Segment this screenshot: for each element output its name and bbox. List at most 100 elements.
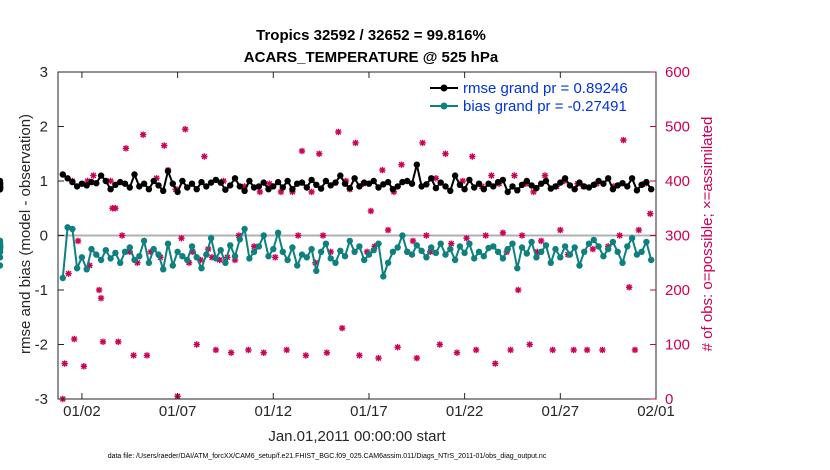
obs-count-marker [419,139,426,147]
rmse-point [121,180,129,187]
rmse-point [361,179,368,186]
obs-count-stroke [433,175,439,182]
obs-count-marker [549,346,556,354]
obs-count-marker [122,145,130,152]
obs-count-marker [338,324,346,332]
rmse-point [174,188,181,196]
obs-count-marker [507,346,514,354]
rmse-point [528,182,535,189]
obs-count-stroke [442,150,449,157]
obs-count-marker [589,245,597,253]
rmse-point [308,176,315,184]
bias-point [289,244,296,251]
obs-count-stroke [454,349,460,356]
obs-count-stroke [589,246,596,253]
obs-count-stroke [107,178,114,184]
obs-count-marker [61,360,68,367]
rmse-point [399,178,406,186]
bias-point [184,256,191,264]
obs-count-stroke [515,287,522,293]
y-tick-label: -2 [35,337,48,354]
rmse-point [485,180,492,187]
obs-count-marker [80,363,88,370]
y2-tick-label: 500 [665,119,690,136]
obs-count-stroke [320,232,326,239]
obs-count-stroke [492,360,499,367]
obs-count-marker [178,235,185,242]
bias-point [466,240,473,247]
rmse-point [93,180,100,187]
x-tick-label: 01/17 [350,403,388,420]
legend-bias-label: bias grand pr = -0.27491 [463,98,627,115]
bias-point [499,255,507,262]
x-tick-label: 01/27 [542,403,580,420]
bias-point [59,274,66,282]
bias-point [222,259,229,266]
y-axis-right-label: # of obs: o=possible; ×=assimilated [699,117,716,352]
obs-count-stroke [209,254,215,261]
rmse-point [633,187,641,194]
bias-point [413,242,420,249]
obs-count-marker [511,172,518,179]
rmse-point [279,184,286,191]
obs-count-stroke [500,229,506,236]
obs-count-marker [227,349,235,356]
obs-count-marker [71,335,78,343]
obs-count-marker [453,349,461,356]
legend-rmse-marker [440,84,448,92]
rmse-point [250,184,258,191]
bias-point [471,255,478,262]
rmse-point [628,175,636,182]
rmse-point [136,183,143,190]
obs-count-stroke [410,238,416,244]
obs-count-stroke [352,139,359,146]
bias-point [494,248,502,255]
rmse-point [394,183,401,190]
obs-count-marker [436,341,443,348]
bias-point [265,253,272,260]
bias-point [121,248,129,255]
obs-count-stroke [599,347,606,353]
obs-count-marker [375,354,382,362]
obs-count-marker [65,270,72,277]
bias-point [64,224,71,231]
bias-point [614,248,621,255]
obs-count-marker [423,232,430,239]
bias-point [514,265,521,272]
obs-count-marker [112,205,119,212]
rmse-point [552,183,559,190]
bias-point [317,248,325,255]
chart-title: Tropics 32592 / 32652 = 99.816% [256,27,486,44]
bias-point [217,247,224,254]
rmse-point [0,186,4,193]
rmse-point [294,180,301,187]
obs-count-stroke [115,338,122,345]
rmse-point [648,186,655,193]
obs-count-stroke [272,254,279,261]
obs-count-stroke [140,131,147,138]
obs-count-marker [620,136,627,144]
rmse-point [624,183,631,190]
obs-count-marker [570,346,577,354]
obs-count-stroke [419,139,426,146]
bias-point [628,235,636,242]
obs-count-marker [139,131,147,138]
rmse-point [389,186,397,193]
bias-point [375,240,382,247]
obs-count-marker [74,237,82,245]
bias-point [270,245,277,253]
bias-point [198,265,205,272]
rmse-point [64,175,71,182]
bias-point [73,265,81,272]
bias-point [88,245,95,253]
bias-point [298,251,306,258]
rmse-point [227,182,234,189]
y-tick-label: -3 [35,391,48,408]
bias-point [332,259,339,266]
obs-count-marker [515,286,522,294]
rmse-point [533,184,540,192]
rmse-point [461,186,468,193]
rmse-point [619,180,626,187]
bias-point [78,254,86,261]
rmse-point [179,177,186,185]
